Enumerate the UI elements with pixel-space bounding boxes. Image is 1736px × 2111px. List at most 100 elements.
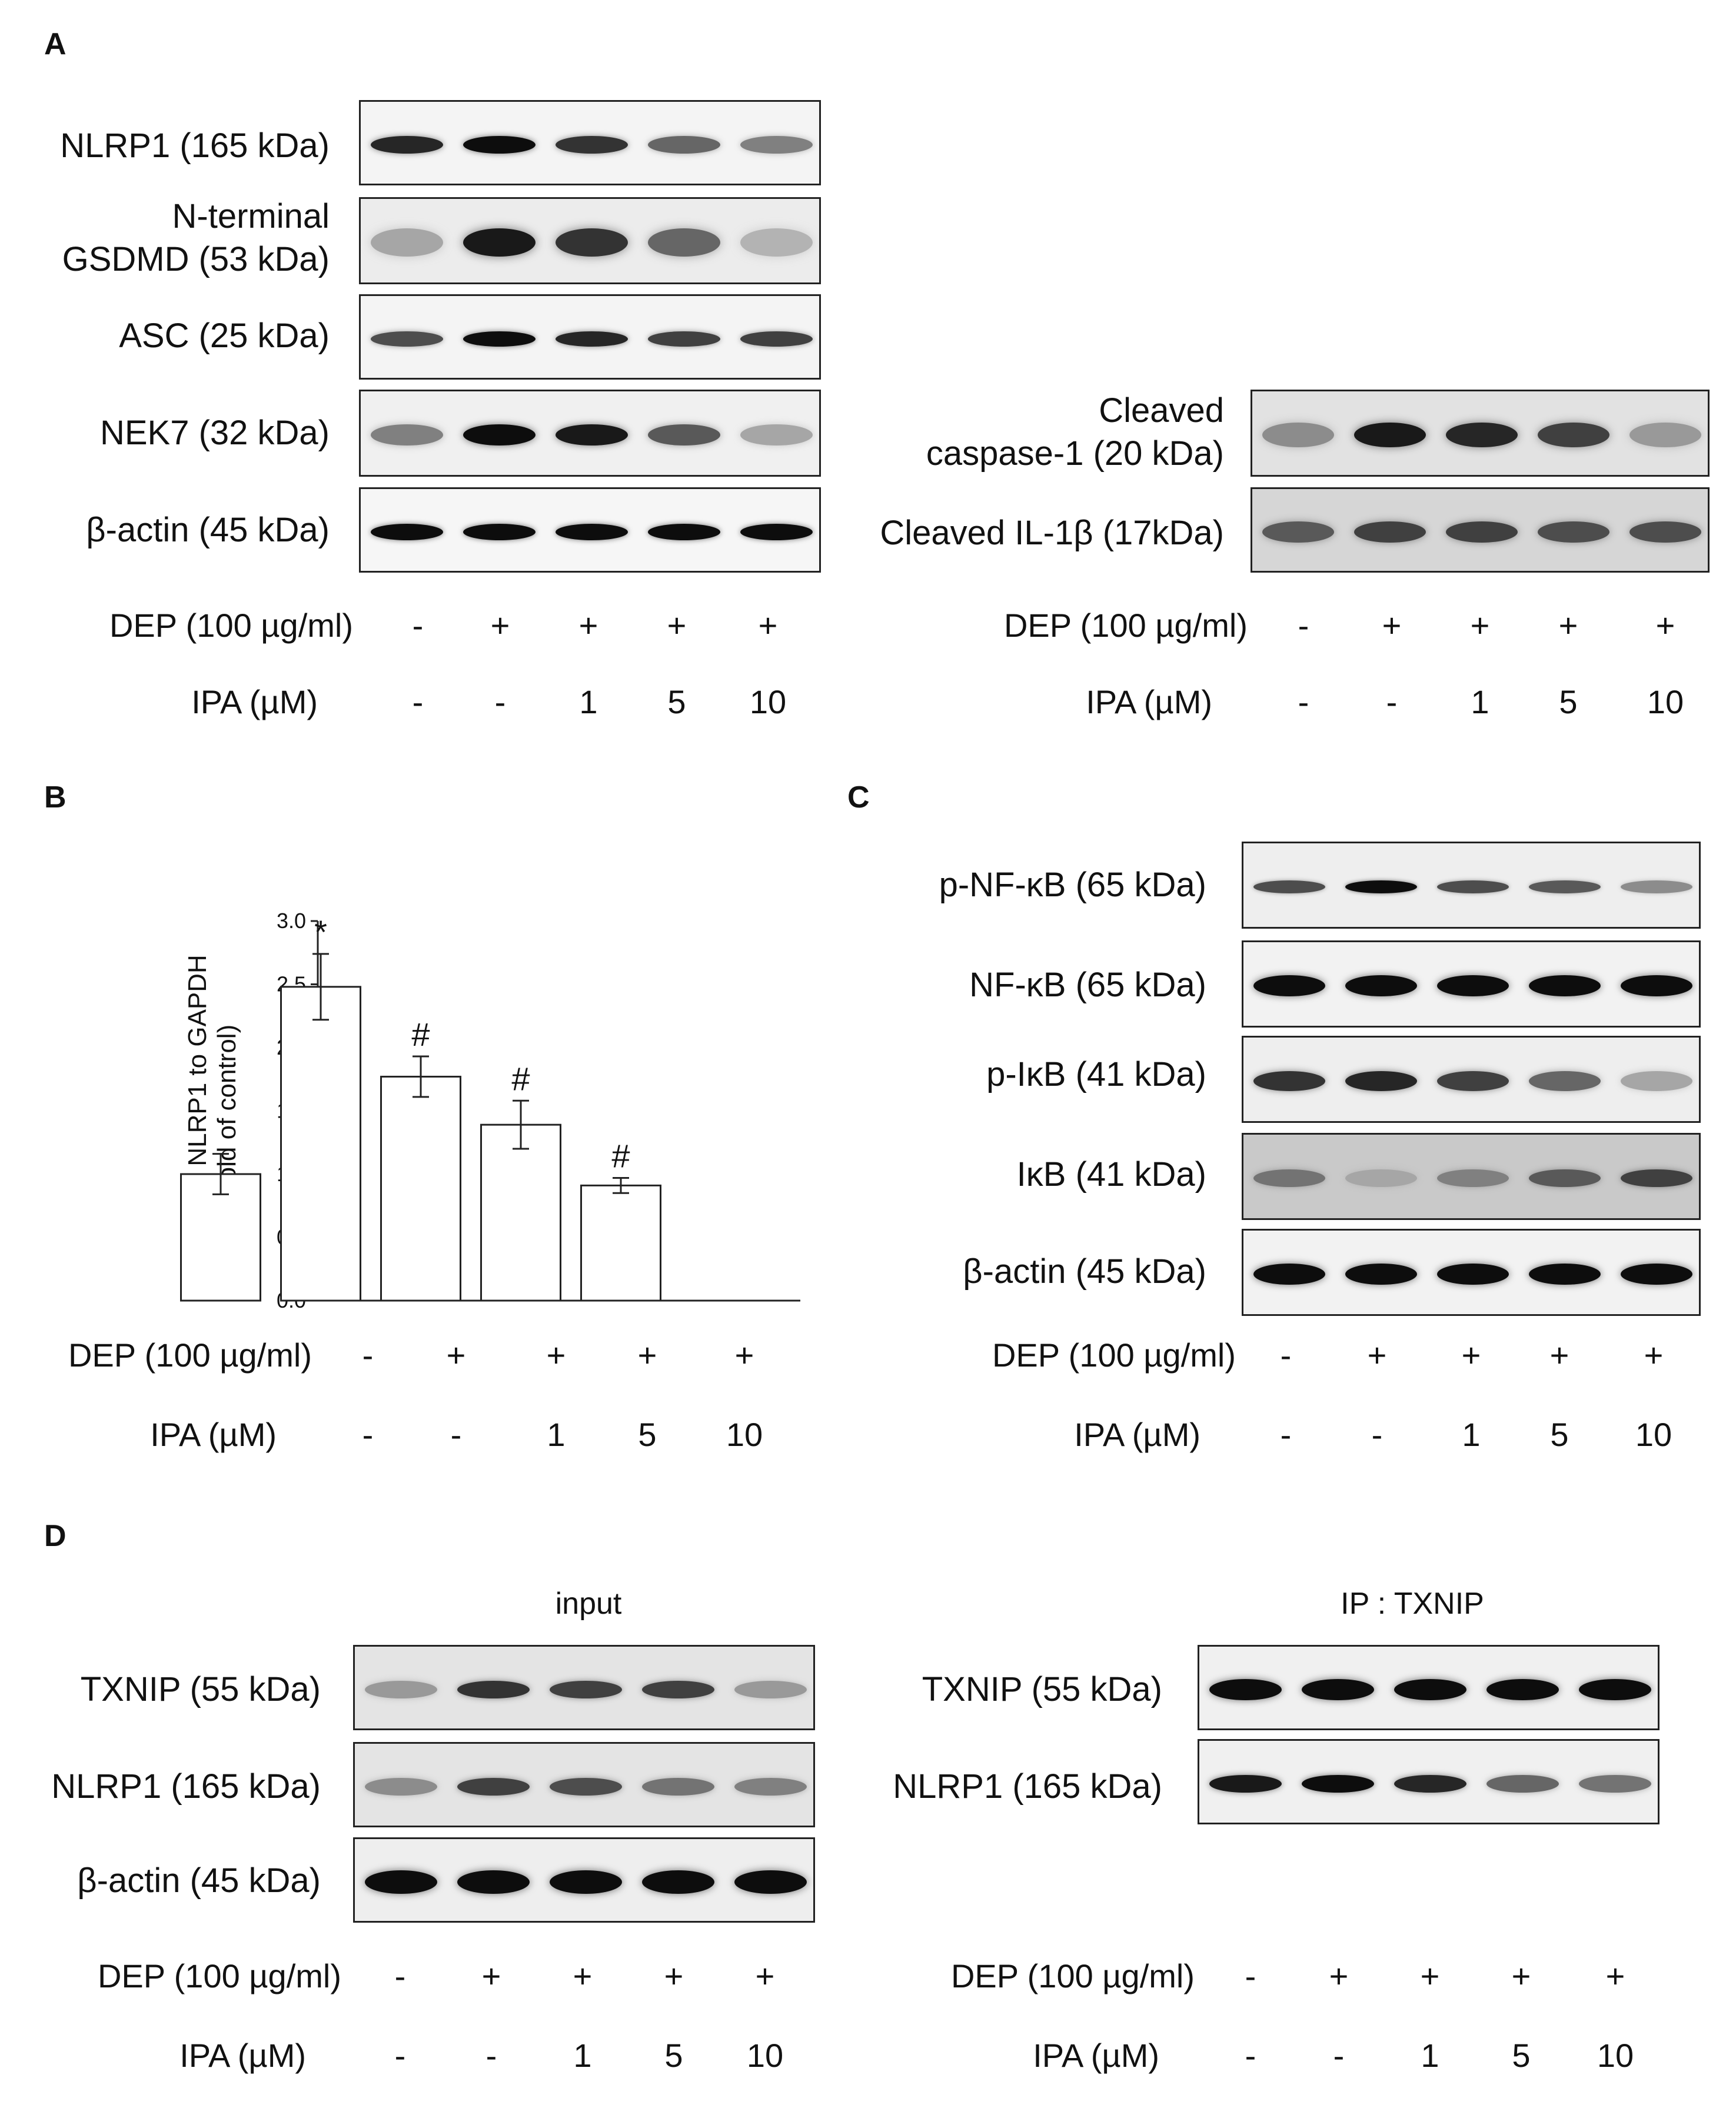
band xyxy=(463,135,536,154)
bar xyxy=(280,986,361,1302)
band xyxy=(1262,423,1334,447)
panel-letter-a: A xyxy=(44,27,66,61)
bar xyxy=(480,1123,561,1302)
band xyxy=(734,1680,807,1698)
band xyxy=(1629,521,1701,543)
dep-value: + xyxy=(1367,1337,1387,1374)
dep-value: + xyxy=(1470,607,1490,644)
blot-label-pikb: p-IκB (41 kDa) xyxy=(986,1055,1206,1093)
band xyxy=(463,331,536,347)
band xyxy=(1209,1678,1282,1700)
dep-value: + xyxy=(758,607,778,644)
blot-a_il1b xyxy=(1251,487,1710,573)
significance-mark: # xyxy=(411,1016,430,1053)
band xyxy=(556,331,628,347)
blot-d_in_txnip xyxy=(353,1645,815,1730)
ipa-value: - xyxy=(394,2037,406,2074)
band xyxy=(463,424,536,446)
blot-d_in_nlrp1 xyxy=(353,1742,815,1827)
band xyxy=(1253,1169,1325,1187)
band xyxy=(1302,1678,1374,1700)
dep-value: + xyxy=(1549,1337,1569,1374)
band xyxy=(1394,1774,1466,1793)
band xyxy=(1486,1678,1559,1700)
band xyxy=(365,1680,437,1698)
panel-letter-c: C xyxy=(847,780,870,815)
blot-label-asc: ASC (25 kDa) xyxy=(119,317,330,355)
y-axis-label-2: (fold of control) xyxy=(212,1025,241,1197)
band xyxy=(1253,975,1325,996)
band xyxy=(365,1777,437,1796)
band xyxy=(1579,1678,1651,1700)
ipa-value: 5 xyxy=(1512,2037,1531,2074)
bar xyxy=(580,1184,661,1302)
dep-value: + xyxy=(1382,607,1402,644)
band xyxy=(1529,1169,1601,1187)
ipa-value: 1 xyxy=(579,683,598,720)
band xyxy=(642,1870,714,1894)
blot-a_nlrp1 xyxy=(359,100,821,185)
blot-d_ip_txnip xyxy=(1198,1645,1659,1730)
band xyxy=(457,1777,530,1796)
band xyxy=(371,424,443,446)
ipa-value: - xyxy=(1245,2037,1256,2074)
blot-label-ikb: IκB (41 kDa) xyxy=(1016,1155,1206,1194)
blot-c_ikb xyxy=(1242,1133,1701,1220)
dep-value: + xyxy=(755,1957,775,1994)
ipa-value: - xyxy=(1333,2037,1345,2074)
dep-label-d-right: DEP (100 µg/ml) xyxy=(950,1957,1195,1994)
ipa-value: 10 xyxy=(1647,683,1684,720)
band xyxy=(648,135,720,154)
ipa-value: 1 xyxy=(1462,1416,1481,1453)
panel-letter-b: B xyxy=(44,780,66,815)
ipa-value: 5 xyxy=(664,2037,683,2074)
band xyxy=(1621,975,1692,996)
band xyxy=(740,228,813,257)
band xyxy=(648,424,720,446)
band xyxy=(365,1870,437,1894)
dep-value: + xyxy=(1558,607,1578,644)
blot-a_actin xyxy=(359,487,821,573)
dep-value: + xyxy=(1605,1957,1625,1994)
dep-value: - xyxy=(1245,1957,1256,1994)
ipa-value: 10 xyxy=(1635,1416,1672,1453)
band xyxy=(463,523,536,540)
blot-a_casp1 xyxy=(1251,390,1710,477)
band xyxy=(550,1777,622,1796)
band xyxy=(734,1870,807,1894)
band xyxy=(550,1680,622,1698)
dep-value: + xyxy=(667,607,687,644)
band xyxy=(1621,1071,1692,1091)
band xyxy=(1538,521,1609,543)
blot-label-nfkb: NF-κB (65 kDa) xyxy=(969,966,1206,1004)
band xyxy=(457,1870,530,1894)
blot-label-d-ip-txnip: TXNIP (55 kDa) xyxy=(922,1670,1162,1708)
band xyxy=(648,331,720,347)
dep-label-a-left: DEP (100 µg/ml) xyxy=(109,607,353,644)
ipa-value: - xyxy=(1298,683,1309,720)
band xyxy=(740,523,813,540)
y-tick-label: 3.0 xyxy=(277,909,306,933)
ipa-value: - xyxy=(1386,683,1398,720)
blot-a_gsdmd xyxy=(359,197,821,284)
significance-mark: # xyxy=(611,1137,630,1174)
dep-value: + xyxy=(446,1337,466,1374)
band xyxy=(1446,521,1518,543)
ipa-value: 5 xyxy=(638,1416,657,1453)
ipa-label-d-left: IPA (µM) xyxy=(179,2037,306,2074)
dep-value: + xyxy=(1655,607,1675,644)
dep-value: + xyxy=(1644,1337,1664,1374)
band xyxy=(1437,1169,1509,1187)
band xyxy=(556,228,628,257)
band xyxy=(648,523,720,540)
blot-label-caspase1: Cleaved caspase-1 (20 kDa) xyxy=(926,391,1224,473)
band xyxy=(371,523,443,540)
band xyxy=(740,424,813,446)
band xyxy=(457,1680,530,1698)
ipa-value: - xyxy=(494,683,506,720)
band xyxy=(648,228,720,257)
band xyxy=(642,1680,714,1698)
band xyxy=(1437,1264,1509,1285)
band xyxy=(371,228,443,257)
band xyxy=(1262,521,1334,543)
